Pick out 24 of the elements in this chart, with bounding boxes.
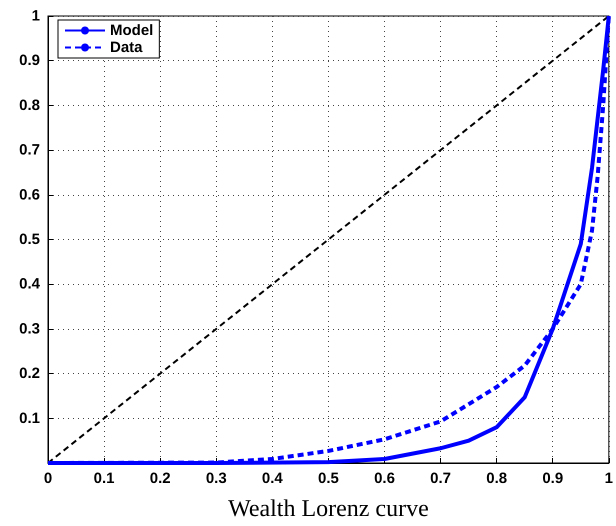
y-tick-label: 0.3 bbox=[19, 320, 40, 338]
y-tick-label: 0.7 bbox=[19, 142, 40, 159]
x-tick-label: 0.1 bbox=[94, 470, 115, 487]
y-tick-label: 1 bbox=[32, 8, 40, 24]
x-tick-label: 0.2 bbox=[150, 470, 171, 487]
x-tick-label: 0.7 bbox=[430, 470, 452, 487]
x-tick-label: 0.6 bbox=[374, 470, 395, 487]
legend-label: Model bbox=[110, 22, 154, 39]
x-tick-label: 0.9 bbox=[542, 470, 564, 487]
y-tick-label: 0.5 bbox=[19, 231, 40, 248]
x-tick-label: 0 bbox=[44, 470, 52, 487]
y-tick-label: 0.8 bbox=[19, 96, 40, 114]
y-tick-label: 0.9 bbox=[19, 52, 40, 70]
x-tick-label: 1 bbox=[604, 470, 613, 487]
y-tick-label: 0.6 bbox=[19, 186, 40, 204]
x-tick-label: 0.5 bbox=[318, 470, 339, 487]
y-tick-label: 0.1 bbox=[19, 410, 40, 427]
x-tick-label: 0.8 bbox=[486, 470, 508, 487]
y-tick-label: 0.2 bbox=[19, 365, 40, 382]
x-axis-title: Wealth Lorenz curve bbox=[228, 496, 429, 522]
x-tick-label: 0.4 bbox=[262, 470, 284, 487]
x-tick-label: 0.3 bbox=[206, 470, 227, 487]
legend-label: Data bbox=[110, 39, 144, 56]
y-tick-label: 0.4 bbox=[19, 276, 41, 293]
